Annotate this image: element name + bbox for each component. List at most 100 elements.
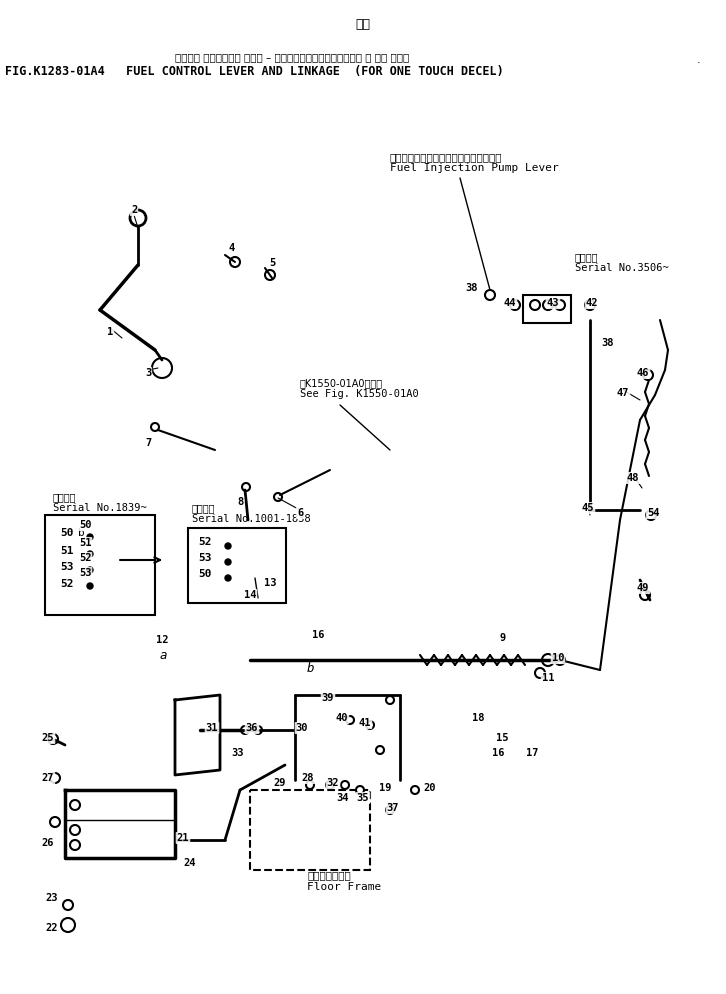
Text: 19: 19 <box>379 783 391 793</box>
Text: 2: 2 <box>131 205 137 215</box>
Text: フェエル コントロール レバー – オヤビリンケージ（ワンタッチ デ セル ヨウ）: フェエル コントロール レバー – オヤビリンケージ（ワンタッチ デ セル ヨウ… <box>175 52 409 62</box>
Text: 14: 14 <box>244 590 256 600</box>
Text: 52: 52 <box>198 537 211 547</box>
Text: 32: 32 <box>327 778 339 788</box>
Circle shape <box>87 567 93 573</box>
Text: 38: 38 <box>466 283 478 293</box>
Bar <box>523 295 571 323</box>
Text: 35: 35 <box>356 793 370 803</box>
Text: 28: 28 <box>302 773 314 783</box>
Text: 50: 50 <box>198 569 211 579</box>
Bar <box>250 790 370 870</box>
Text: Floor Frame: Floor Frame <box>307 882 381 892</box>
Circle shape <box>230 257 240 267</box>
Circle shape <box>152 358 172 378</box>
Text: 33: 33 <box>232 748 244 758</box>
Text: 29: 29 <box>274 778 286 788</box>
Text: 51: 51 <box>60 546 73 556</box>
Circle shape <box>306 781 314 789</box>
Text: 25: 25 <box>42 733 54 743</box>
Text: 39: 39 <box>322 693 334 703</box>
Circle shape <box>535 668 545 678</box>
Text: 23: 23 <box>46 893 58 903</box>
Circle shape <box>61 918 75 932</box>
Text: 54: 54 <box>647 508 659 518</box>
Text: 38: 38 <box>602 338 614 348</box>
Circle shape <box>356 786 364 794</box>
Circle shape <box>225 543 231 549</box>
Text: 43: 43 <box>547 298 559 308</box>
Circle shape <box>555 655 565 665</box>
Circle shape <box>225 559 231 565</box>
Circle shape <box>643 370 653 380</box>
Circle shape <box>225 575 231 581</box>
Text: 16: 16 <box>311 630 325 640</box>
Text: 53: 53 <box>60 562 73 572</box>
Text: 42: 42 <box>586 298 598 308</box>
Circle shape <box>530 300 540 310</box>
Circle shape <box>70 840 80 850</box>
Circle shape <box>274 493 282 501</box>
Text: 適用号機: 適用号機 <box>53 492 76 502</box>
Circle shape <box>366 721 374 729</box>
Text: 27: 27 <box>42 773 54 783</box>
Circle shape <box>346 716 354 724</box>
Circle shape <box>48 734 58 744</box>
Text: 26: 26 <box>42 838 54 848</box>
Text: 20: 20 <box>424 783 436 793</box>
Circle shape <box>70 825 80 835</box>
Circle shape <box>386 806 394 814</box>
Text: b: b <box>306 661 314 675</box>
Text: 50: 50 <box>60 528 73 538</box>
Text: 47: 47 <box>617 388 629 398</box>
Text: 37: 37 <box>387 803 399 813</box>
Text: 7: 7 <box>145 438 151 448</box>
Text: フロアフレーム: フロアフレーム <box>307 870 351 880</box>
Circle shape <box>63 900 73 910</box>
Circle shape <box>70 800 80 810</box>
Text: 22: 22 <box>46 923 58 933</box>
Text: 9: 9 <box>500 633 506 643</box>
Text: 3: 3 <box>145 368 151 378</box>
Text: 53: 53 <box>198 553 211 563</box>
Text: 4: 4 <box>229 243 235 253</box>
Text: 51: 51 <box>78 538 91 548</box>
Circle shape <box>555 300 565 310</box>
Text: 18: 18 <box>472 713 484 723</box>
Text: 13: 13 <box>264 578 277 588</box>
Text: 5: 5 <box>269 258 275 268</box>
Text: 46: 46 <box>637 368 649 378</box>
Text: 50: 50 <box>78 520 91 530</box>
Text: 11: 11 <box>542 673 554 683</box>
Text: 40: 40 <box>335 713 348 723</box>
Text: Serial No.1001-1838: Serial No.1001-1838 <box>192 514 311 524</box>
Text: 15: 15 <box>496 733 508 743</box>
Text: Serial No.1839~: Serial No.1839~ <box>53 503 147 513</box>
Text: 第K1550-01A0図参照: 第K1550-01A0図参照 <box>300 378 383 388</box>
Text: 適用号機: 適用号機 <box>575 252 598 262</box>
Circle shape <box>510 300 520 310</box>
Text: 21: 21 <box>176 833 189 843</box>
Text: 17: 17 <box>526 748 538 758</box>
Text: 16: 16 <box>492 748 505 758</box>
Circle shape <box>585 300 595 310</box>
Text: a: a <box>159 648 167 661</box>
Circle shape <box>87 583 93 589</box>
Circle shape <box>543 300 553 310</box>
Circle shape <box>151 423 159 431</box>
Text: フェエルインジェクションポンプレバー: フェエルインジェクションポンプレバー <box>390 152 502 162</box>
Text: Fuel Injection Pump Lever: Fuel Injection Pump Lever <box>390 163 559 173</box>
Text: 44: 44 <box>504 298 516 308</box>
Text: 30: 30 <box>295 723 309 733</box>
Text: 53: 53 <box>78 568 91 578</box>
Text: 41: 41 <box>359 718 371 728</box>
Text: 34: 34 <box>337 793 349 803</box>
Bar <box>188 528 286 603</box>
Text: b: b <box>78 528 85 538</box>
Circle shape <box>386 696 394 704</box>
Text: See Fig. K1550-01A0: See Fig. K1550-01A0 <box>300 389 419 399</box>
Circle shape <box>485 290 495 300</box>
Circle shape <box>341 781 349 789</box>
Circle shape <box>265 270 275 280</box>
Circle shape <box>254 726 262 734</box>
